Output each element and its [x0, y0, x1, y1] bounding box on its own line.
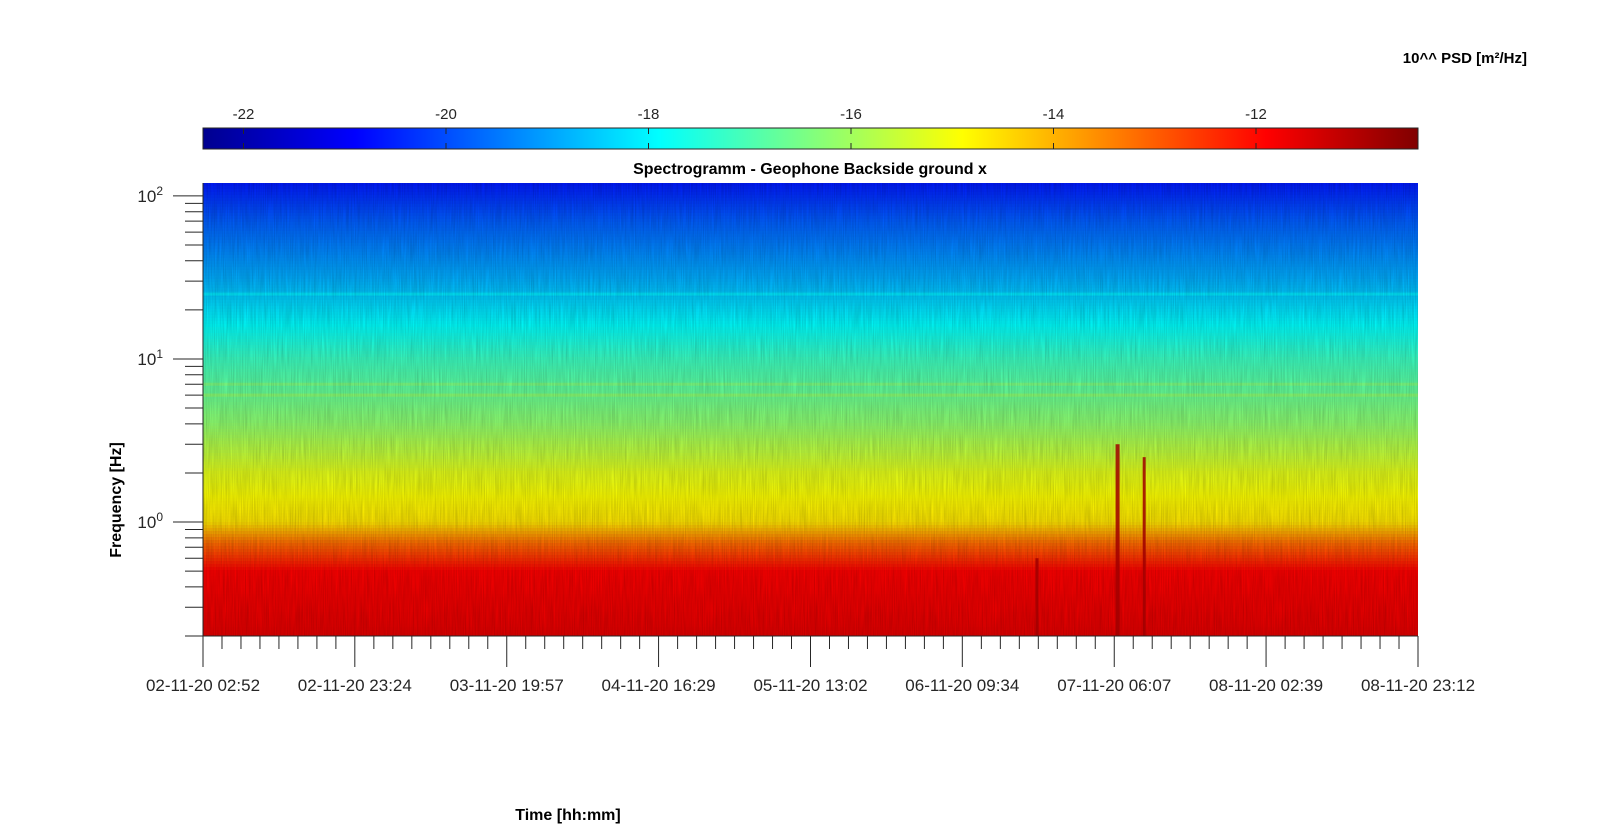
colorbar: 10^^ PSD [m²/Hz] -22 -20 -18 -16 -14 -12 — [202, 50, 1527, 150]
y-axis-label: Frequency [Hz] — [108, 442, 125, 558]
transient-event — [1142, 457, 1146, 636]
x-tick-label: 02-11-20 23:24 — [298, 676, 412, 695]
x-axis-label: Time [hh:mm] — [515, 807, 620, 824]
colorbar-tick-label: -12 — [1245, 106, 1267, 123]
transient-events — [1035, 444, 1146, 636]
transient-event — [1115, 444, 1120, 636]
y-axis: 100 101 102 — [137, 183, 204, 637]
spectrogram-texture — [203, 183, 1418, 636]
chart-title: Spectrogramm - Geophone Backside ground … — [633, 161, 987, 178]
y-tick-label: 100 — [137, 510, 163, 532]
x-tick-label: 06-11-20 09:34 — [905, 676, 1019, 695]
spectrogram-plot: 100 101 102 02-11-20 02:52 02-11-20 23:24 03… — [137, 183, 1475, 695]
colorbar-tick-label: -22 — [233, 106, 255, 123]
colorbar-tick-label: -14 — [1043, 106, 1065, 123]
x-tick-label: 03-11-20 19:57 — [450, 676, 564, 695]
transient-event — [1035, 558, 1039, 636]
colorbar-ticks: -22 -20 -18 -16 -14 -12 — [233, 106, 1267, 149]
y-tick-label: 102 — [137, 184, 163, 206]
x-tick-label: 08-11-20 23:12 — [1361, 676, 1475, 695]
colorbar-label: 10^^ PSD [m²/Hz] — [1403, 50, 1527, 67]
colorbar-tick-label: -16 — [840, 106, 862, 123]
x-axis: 02-11-20 02:52 02-11-20 23:24 03-11-20 19:… — [146, 635, 1475, 695]
x-tick-label: 07-11-20 06:07 — [1057, 676, 1171, 695]
colorbar-gradient — [202, 127, 1419, 150]
y-tick-label: 101 — [137, 347, 163, 369]
x-tick-label: 05-11-20 13:02 — [753, 676, 867, 695]
x-tick-label: 04-11-20 16:29 — [602, 676, 716, 695]
x-tick-label: 08-11-20 02:39 — [1209, 676, 1323, 695]
colorbar-tick-label: -20 — [435, 106, 457, 123]
x-tick-label: 02-11-20 02:52 — [146, 676, 260, 695]
colorbar-tick-label: -18 — [638, 106, 660, 123]
